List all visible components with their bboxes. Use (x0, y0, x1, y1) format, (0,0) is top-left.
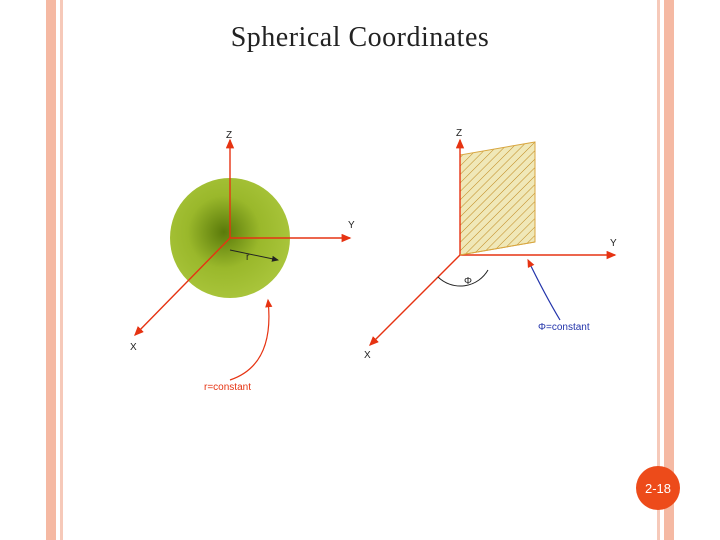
x-axis-label: X (364, 350, 371, 361)
right-border-outer (664, 0, 674, 540)
right-panel-svg (360, 130, 620, 430)
r-constant-label: r=constant (204, 382, 251, 393)
phi-plane (460, 142, 535, 255)
right-border-inner (657, 0, 660, 540)
right-panel: Z Y X Φ Φ=constant (360, 130, 620, 430)
r-label: r (246, 252, 249, 263)
annotation-arrow (230, 300, 269, 380)
phi-constant-label: Φ=constant (538, 322, 590, 333)
annotation-arrow (528, 260, 560, 320)
page-number-badge: 2-18 (636, 466, 680, 510)
left-panel: Z Y X r r=constant (100, 130, 360, 430)
phi-label: Φ (464, 276, 472, 287)
left-border-inner (60, 0, 63, 540)
left-border (46, 0, 68, 540)
phi-arc (438, 270, 488, 286)
page-title: Spherical Coordinates (0, 22, 720, 54)
x-axis-label: X (130, 342, 137, 353)
z-axis-label: Z (456, 128, 462, 139)
z-axis-label: Z (226, 130, 232, 141)
y-axis-label: Y (610, 238, 617, 249)
y-axis-label: Y (348, 220, 355, 231)
page-number-text: 2-18 (645, 481, 671, 496)
right-border (652, 0, 674, 540)
diagram-area: Z Y X r r=constant (100, 130, 620, 430)
x-axis (370, 255, 460, 345)
left-border-outer (46, 0, 56, 540)
